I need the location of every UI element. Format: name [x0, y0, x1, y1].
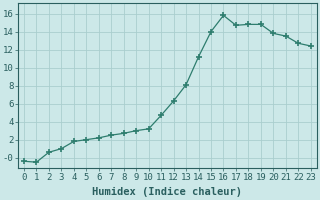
X-axis label: Humidex (Indice chaleur): Humidex (Indice chaleur) — [92, 187, 242, 197]
